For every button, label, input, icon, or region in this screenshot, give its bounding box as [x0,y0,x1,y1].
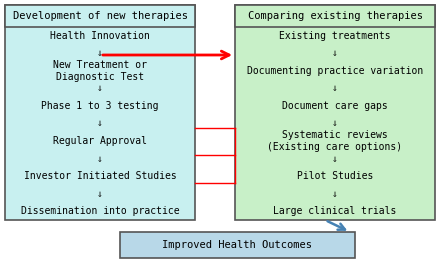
Text: Comparing existing therapies: Comparing existing therapies [247,11,422,21]
Text: ⇓: ⇓ [97,154,103,164]
Text: Existing treatments: Existing treatments [279,31,391,41]
Text: Improved Health Outcomes: Improved Health Outcomes [162,240,312,250]
Text: Development of new therapies: Development of new therapies [12,11,187,21]
Text: ⇓: ⇓ [332,48,338,58]
Text: ⇓: ⇓ [332,154,338,164]
Bar [5,5,195,220]
Bar [5,5,195,27]
Text: ⇓: ⇓ [97,83,103,93]
Text: ⇓: ⇓ [97,48,103,58]
Text: ⇓: ⇓ [332,83,338,93]
Text: Documenting practice variation: Documenting practice variation [247,66,423,76]
Text: ⇓: ⇓ [97,118,103,129]
Text: New Treatment or
Diagnostic Test: New Treatment or Diagnostic Test [53,60,147,82]
Text: Systematic reviews
(Existing care options): Systematic reviews (Existing care option… [268,130,403,152]
Bar [120,232,355,258]
Text: Pilot Studies: Pilot Studies [297,171,373,181]
Text: Document care gaps: Document care gaps [282,101,388,111]
Bar [235,5,435,27]
Text: ⇓: ⇓ [332,118,338,129]
Text: Dissemination into practice: Dissemination into practice [21,206,180,216]
Text: Large clinical trials: Large clinical trials [273,206,397,216]
Text: ⇓: ⇓ [97,189,103,199]
Text: Health Innovation: Health Innovation [50,31,150,41]
Text: Investor Initiated Studies: Investor Initiated Studies [24,171,176,181]
Text: Phase 1 to 3 testing: Phase 1 to 3 testing [41,101,159,111]
Text: ⇓: ⇓ [332,189,338,199]
Text: Regular Approval: Regular Approval [53,136,147,146]
Bar [235,5,435,220]
